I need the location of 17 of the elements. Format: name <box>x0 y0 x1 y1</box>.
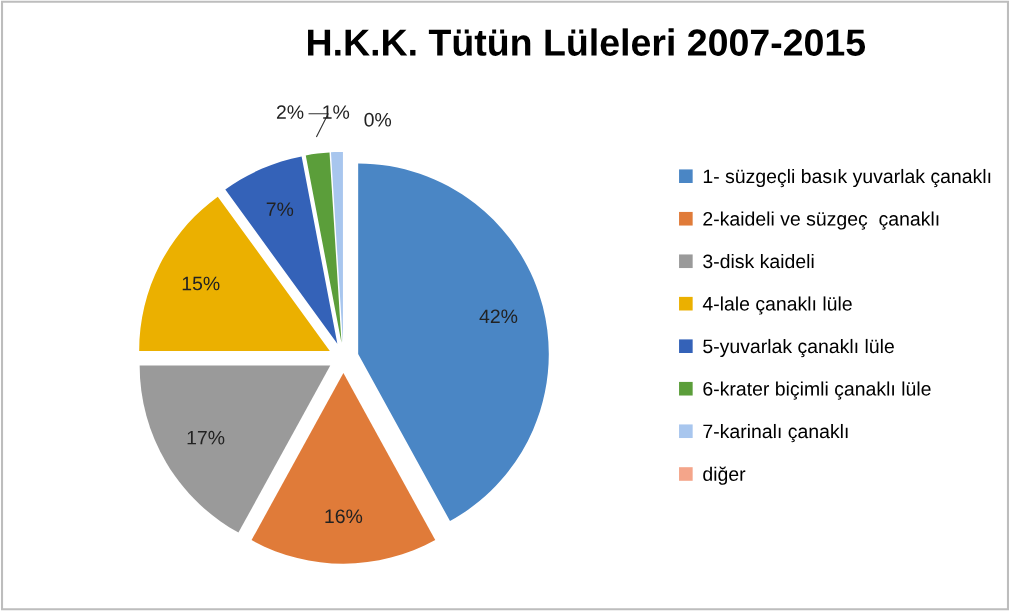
legend-label: 1- süzgeçli basık yuvarlak çanaklı <box>703 168 991 188</box>
data-label: 2% <box>276 105 304 119</box>
chart-title: H.K.K. Tütün Lüleleri 2007-2015 <box>308 28 866 56</box>
data-label: 1% <box>323 105 350 119</box>
legend-label: 3-disk kaideli <box>703 253 814 269</box>
legend-label: diğer <box>703 466 746 485</box>
data-label: 17% <box>187 430 225 445</box>
legend-label: 7-karinalı çanaklı <box>703 423 848 443</box>
data-label: 16% <box>325 509 363 524</box>
legend-label: 4-lale çanaklı lüle <box>702 296 852 315</box>
legend-label: 2-kaideli ve süzgeç çanaklı <box>703 211 939 230</box>
legend-label: 5-yuvarlak çanaklı lüle <box>703 338 894 358</box>
data-label: 42% <box>479 309 518 324</box>
legend-label: 6-krater biçimli çanaklı lüle <box>703 381 931 400</box>
data-label: 7% <box>266 202 294 216</box>
text: 0% <box>364 112 392 127</box>
data-label: 15% <box>182 276 220 291</box>
